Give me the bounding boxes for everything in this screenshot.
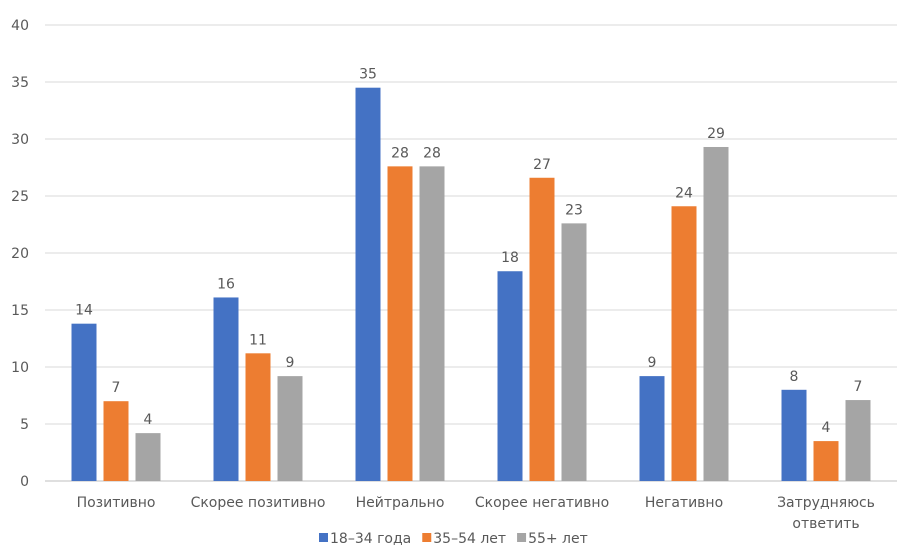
bar xyxy=(781,389,807,481)
data-label: 28 xyxy=(391,145,409,161)
data-label: 18 xyxy=(501,250,519,266)
x-category-label: Скорее негативно xyxy=(475,495,609,511)
data-label: 16 xyxy=(217,276,235,292)
legend: 18–34 года 35–54 лет 55+ лет xyxy=(319,531,588,547)
data-label: 7 xyxy=(112,380,121,396)
data-label: 35 xyxy=(359,67,377,83)
x-category-label: Затрудняюсь xyxy=(777,495,875,511)
legend-swatch xyxy=(422,533,432,542)
bar xyxy=(497,271,523,481)
legend-label: 35–54 лет xyxy=(433,531,506,547)
y-tick-label: 20 xyxy=(11,246,29,262)
data-labels: 14 16 35 18 9 8 7 11 28 27 24 4 4 9 28 23 29 7 xyxy=(75,67,862,436)
legend-swatch xyxy=(319,533,328,542)
bar xyxy=(135,433,161,481)
x-category-label: Позитивно xyxy=(77,495,156,511)
x-category-label: ответить xyxy=(792,516,859,532)
y-tick-label: 30 xyxy=(11,132,29,148)
data-label: 8 xyxy=(790,369,799,385)
data-label: 4 xyxy=(822,420,831,436)
bar xyxy=(213,297,239,481)
data-label: 14 xyxy=(75,303,93,319)
bar xyxy=(245,353,271,481)
data-label: 9 xyxy=(648,355,657,371)
data-label: 7 xyxy=(854,379,863,395)
y-tick-label: 0 xyxy=(20,474,29,490)
bar xyxy=(419,166,445,482)
data-label: 11 xyxy=(249,332,267,348)
gridlines xyxy=(45,24,897,482)
bar xyxy=(355,87,381,481)
bar xyxy=(703,146,729,482)
bar xyxy=(561,223,587,482)
data-label: 29 xyxy=(707,126,725,142)
x-axis: Позитивно Скорее позитивно Нейтрально Скоре… xyxy=(77,495,875,532)
y-axis: 0 5 10 15 20 25 30 35 40 xyxy=(11,18,29,490)
legend-swatch xyxy=(517,533,527,542)
y-tick-label: 35 xyxy=(11,75,29,91)
data-label: 23 xyxy=(565,202,583,218)
bar xyxy=(71,323,97,481)
bar xyxy=(639,376,665,481)
data-label: 28 xyxy=(423,145,441,161)
bar xyxy=(813,441,839,481)
data-label: 4 xyxy=(144,412,153,428)
y-tick-label: 40 xyxy=(11,18,29,34)
bar xyxy=(845,400,871,481)
bar xyxy=(277,376,303,481)
bar xyxy=(387,166,413,482)
bar xyxy=(671,206,697,481)
data-label: 9 xyxy=(286,355,295,371)
y-tick-label: 5 xyxy=(20,417,29,433)
legend-label: 18–34 года xyxy=(330,531,411,547)
bar xyxy=(529,177,555,481)
x-category-label: Негативно xyxy=(645,495,723,511)
y-tick-label: 10 xyxy=(11,360,29,376)
bars xyxy=(71,87,871,482)
y-tick-label: 15 xyxy=(11,303,29,319)
y-tick-label: 25 xyxy=(11,189,29,205)
data-label: 27 xyxy=(533,157,551,173)
x-category-label: Скорее позитивно xyxy=(191,495,326,511)
bar xyxy=(103,401,129,481)
data-label: 24 xyxy=(675,185,693,201)
legend-label: 55+ лет xyxy=(528,531,588,547)
x-category-label: Нейтрально xyxy=(356,495,445,511)
